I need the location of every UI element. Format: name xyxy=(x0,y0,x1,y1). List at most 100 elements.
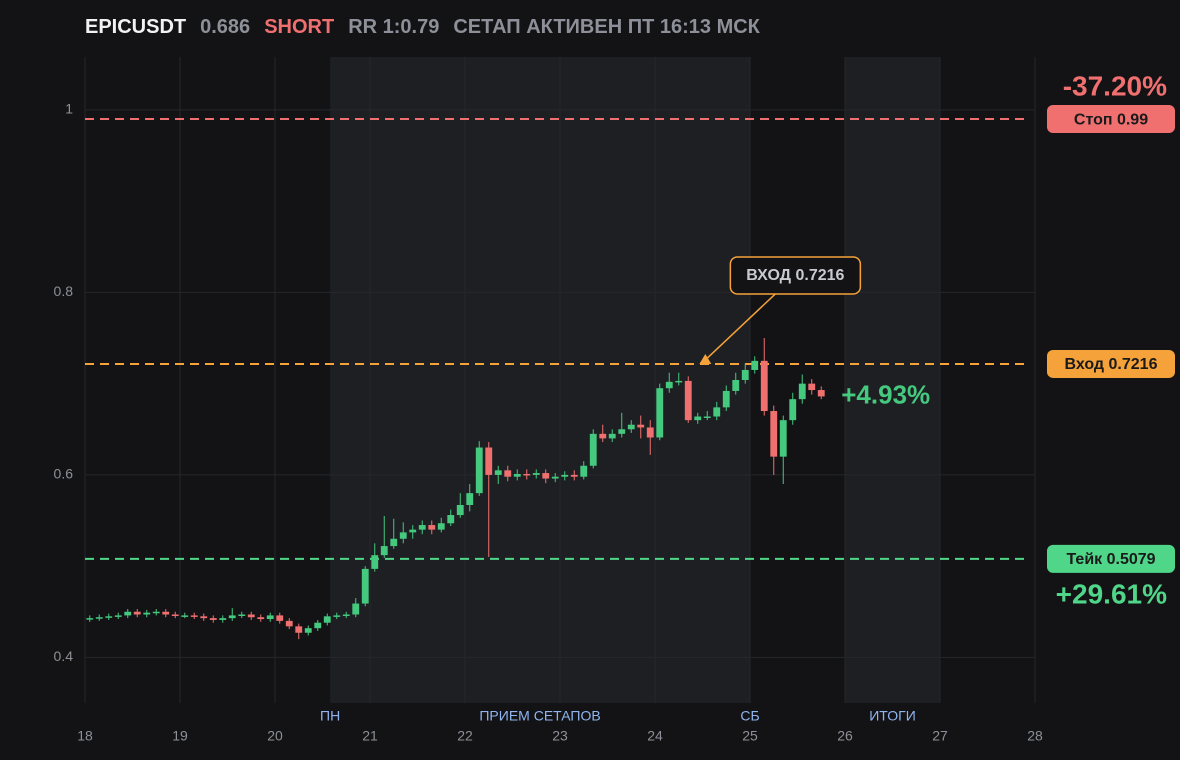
candle-body xyxy=(808,383,816,391)
candle-body xyxy=(608,433,616,439)
level-label: Вход 0.7216 xyxy=(1065,356,1158,373)
symbol: EPICUSDT xyxy=(85,16,187,38)
candle-body xyxy=(475,447,483,494)
risk-reward: RR 1:0.79 xyxy=(348,16,440,38)
candle-body xyxy=(713,407,721,417)
candle-body xyxy=(798,383,806,400)
candle-body xyxy=(732,380,740,391)
candle-body xyxy=(171,614,179,616)
candle-body xyxy=(276,615,284,621)
y-tick-label: 1 xyxy=(65,101,73,117)
session-zone xyxy=(845,57,940,703)
candle-body xyxy=(304,628,312,633)
x-tick-label: 25 xyxy=(742,728,758,744)
candle-body xyxy=(779,420,787,457)
level-badge xyxy=(1047,105,1175,134)
candle-body xyxy=(133,611,141,615)
candle-body xyxy=(380,546,388,556)
entry-marker xyxy=(699,353,712,364)
x-tick-label: 20 xyxy=(267,728,283,744)
candle-body xyxy=(342,614,350,616)
candle-body xyxy=(314,622,322,629)
candle-body xyxy=(105,616,113,618)
candle-body xyxy=(618,429,626,434)
candle-body xyxy=(228,615,236,619)
candle-body xyxy=(599,433,607,439)
candle-body xyxy=(257,617,265,620)
candle-body xyxy=(694,416,702,421)
candle-body xyxy=(646,427,654,438)
candle-body xyxy=(751,360,759,370)
level-label: Тейк 0.5079 xyxy=(1066,551,1155,568)
candle-body xyxy=(675,380,683,383)
x-tick-label: 27 xyxy=(932,728,948,744)
x-tick-label: 24 xyxy=(647,728,663,744)
candle-body xyxy=(485,447,493,475)
x-tick-label: 21 xyxy=(362,728,378,744)
candle-body xyxy=(418,525,426,530)
candle-body xyxy=(542,473,550,479)
candle-body xyxy=(637,424,645,428)
session-label: СБ xyxy=(740,708,759,724)
level-badge xyxy=(1047,349,1175,378)
y-tick-label: 0.4 xyxy=(54,648,74,664)
candle-body xyxy=(456,505,464,516)
candle-body xyxy=(399,532,407,539)
session-label: ИТОГИ xyxy=(869,708,916,724)
candle-body xyxy=(523,473,531,476)
y-tick-label: 0.6 xyxy=(54,466,74,482)
last-change: +4.93% xyxy=(841,379,930,409)
candle-body xyxy=(323,616,331,623)
candle-body xyxy=(409,529,417,533)
x-tick-label: 18 xyxy=(77,728,93,744)
candle-body xyxy=(190,615,198,617)
candle-body xyxy=(551,476,559,479)
level-change: -37.20% xyxy=(1063,70,1167,101)
candle-body xyxy=(532,473,540,475)
candle-body xyxy=(656,388,664,438)
candle-body xyxy=(504,470,512,477)
candle-body xyxy=(741,369,749,380)
callout-box xyxy=(729,256,862,295)
candle-body xyxy=(570,474,578,477)
candle-body xyxy=(390,538,398,547)
candle-body xyxy=(561,474,569,477)
candle-body xyxy=(722,390,730,408)
callout-label: ВХОД 0.7216 xyxy=(746,267,844,284)
candle-body xyxy=(209,618,217,620)
x-tick-label: 22 xyxy=(457,728,473,744)
candle-body xyxy=(428,525,436,530)
candle-body xyxy=(466,493,474,506)
callout-line xyxy=(704,293,776,361)
candle-body xyxy=(361,568,369,604)
candle-body xyxy=(285,620,293,627)
x-tick-label: 23 xyxy=(552,728,568,744)
price: 0.686 xyxy=(200,16,251,38)
candle-body xyxy=(627,424,635,430)
level-label: Стоп 0.99 xyxy=(1074,111,1148,128)
candle-body xyxy=(86,618,94,620)
candle-body xyxy=(437,523,445,530)
y-tick-label: 0.8 xyxy=(54,283,74,299)
side: SHORT xyxy=(264,16,335,38)
x-tick-label: 19 xyxy=(172,728,188,744)
candle-body xyxy=(124,611,132,616)
candle-body xyxy=(589,433,597,466)
x-tick-label: 28 xyxy=(1027,728,1043,744)
candle-body xyxy=(684,380,692,421)
candle-body xyxy=(247,614,255,618)
level-badge xyxy=(1047,544,1175,573)
session-label: ПРИЕМ СЕТАПОВ xyxy=(479,708,600,724)
header: EPICUSDT 0.686 SHORT RR 1:0.79 СЕТАП АКТ… xyxy=(85,16,760,39)
candle-body xyxy=(333,615,341,617)
candle-body xyxy=(703,416,711,418)
candle-body xyxy=(219,618,227,620)
candle-body xyxy=(181,615,189,617)
candle-body xyxy=(447,515,455,524)
level-change: +29.61% xyxy=(1056,578,1167,609)
candle-body xyxy=(789,399,797,421)
status: СЕТАП АКТИВЕН ПТ 16:13 МСК xyxy=(453,16,760,38)
candle-body xyxy=(770,411,778,457)
